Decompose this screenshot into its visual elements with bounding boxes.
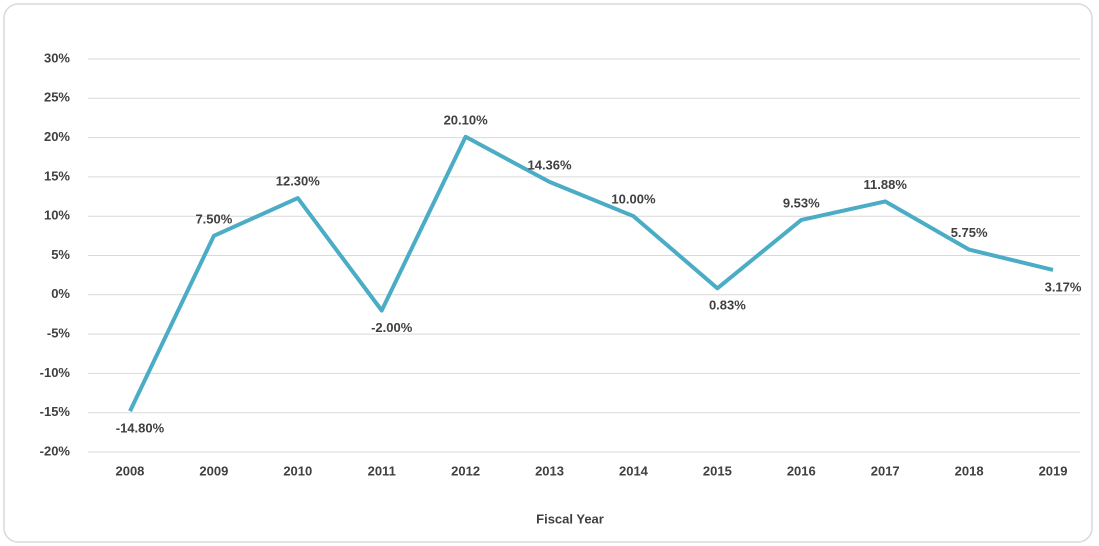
x-axis-label: Fiscal Year	[536, 511, 604, 526]
x-tick-label: 2019	[1039, 463, 1068, 478]
y-tick-label: 0%	[51, 286, 70, 301]
y-tick-label: 15%	[44, 168, 70, 183]
y-tick-label: 20%	[44, 129, 70, 144]
x-tick-label: 2014	[619, 463, 649, 478]
data-label: 3.17%	[1045, 279, 1082, 294]
data-label: 20.10%	[444, 112, 489, 127]
y-tick-label: -10%	[40, 365, 71, 380]
x-tick-label: 2018	[955, 463, 984, 478]
x-tick-label: 2016	[787, 463, 816, 478]
y-tick-label: -15%	[40, 404, 71, 419]
y-tick-label: 10%	[44, 208, 70, 223]
data-label: 12.30%	[276, 174, 321, 189]
x-tick-label: 2013	[535, 463, 564, 478]
data-line	[128, 134, 1054, 412]
y-tick-label: 5%	[51, 247, 70, 262]
data-label: 7.50%	[195, 211, 232, 226]
x-tick-label: 2012	[451, 463, 480, 478]
chart-frame	[3, 3, 1093, 543]
y-tick-label: 25%	[44, 90, 70, 105]
data-label: -14.80%	[116, 421, 165, 436]
data-label: 9.53%	[783, 195, 820, 210]
data-label: 5.75%	[951, 225, 988, 240]
x-tick-label: 2015	[703, 463, 732, 478]
x-tick-label: 2010	[283, 463, 312, 478]
x-tick-label: 2009	[199, 463, 228, 478]
data-label: 14.36%	[527, 157, 572, 172]
data-label: 0.83%	[709, 298, 746, 313]
x-tick-label: 2017	[871, 463, 900, 478]
x-tick-label: 2011	[368, 463, 396, 478]
y-tick-label: -20%	[40, 443, 71, 458]
data-label: 11.88%	[864, 177, 908, 192]
data-label: -2.00%	[371, 320, 413, 335]
data-label: 10.00%	[611, 192, 656, 207]
y-tick-label: -5%	[47, 326, 71, 341]
x-tick-label: 2008	[115, 463, 144, 478]
y-tick-label: 30%	[44, 50, 70, 65]
